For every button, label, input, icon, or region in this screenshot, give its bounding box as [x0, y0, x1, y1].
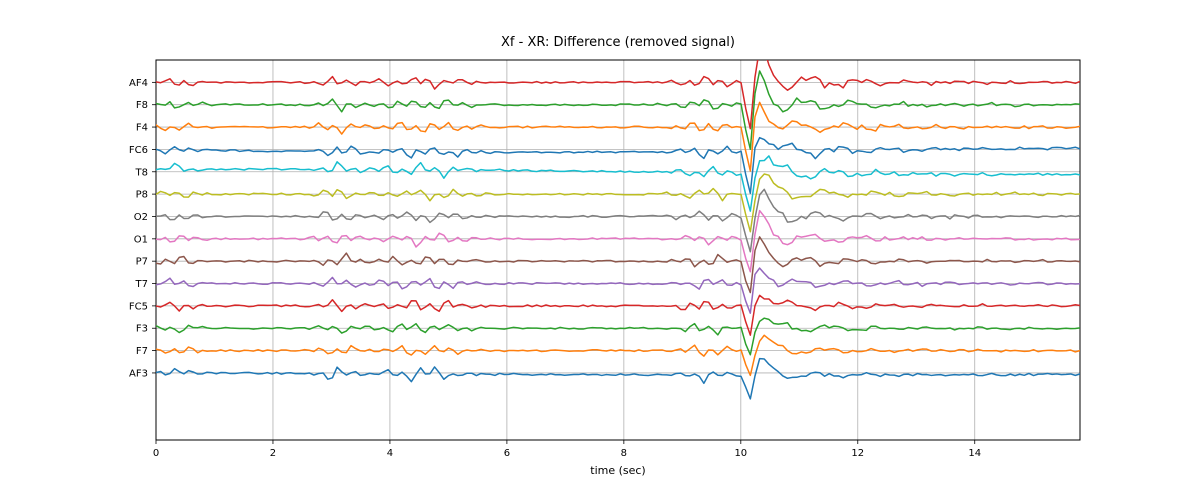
channel-label: T7 [135, 279, 148, 290]
x-tick-label: 2 [270, 448, 276, 459]
channel-label: P7 [136, 257, 148, 268]
channel-label: F8 [136, 100, 148, 111]
channel-label: T8 [135, 167, 148, 178]
channel-label: AF4 [129, 78, 148, 89]
channel-label: F4 [136, 123, 148, 134]
channel-label: F7 [136, 346, 148, 357]
channel-label: O1 [134, 234, 148, 245]
channel-label: O2 [134, 212, 148, 223]
channel-label: FC5 [129, 301, 148, 312]
channel-label: P8 [136, 190, 148, 201]
x-tick-label: 10 [734, 448, 747, 459]
signal-chart: 0 2 4 6 8 10 12 14 AF4 F8 F4 FC6 T8 P8 O2 O1 P7 T7 FC5 F3 F7… [0, 0, 1200, 500]
channel-label: F3 [136, 324, 148, 335]
x-tick-label: 12 [851, 448, 864, 459]
x-tick-label: 8 [621, 448, 627, 459]
x-tick-label: 6 [504, 448, 510, 459]
chart-title: Xf - XR: Difference (removed signal) [501, 35, 735, 50]
x-tick-label: 0 [153, 448, 159, 459]
channel-label: FC6 [129, 145, 148, 156]
x-axis-label: time (sec) [590, 464, 645, 477]
x-tick-label: 14 [968, 448, 981, 459]
channel-label: AF3 [129, 368, 148, 379]
x-tick-label: 4 [387, 448, 393, 459]
